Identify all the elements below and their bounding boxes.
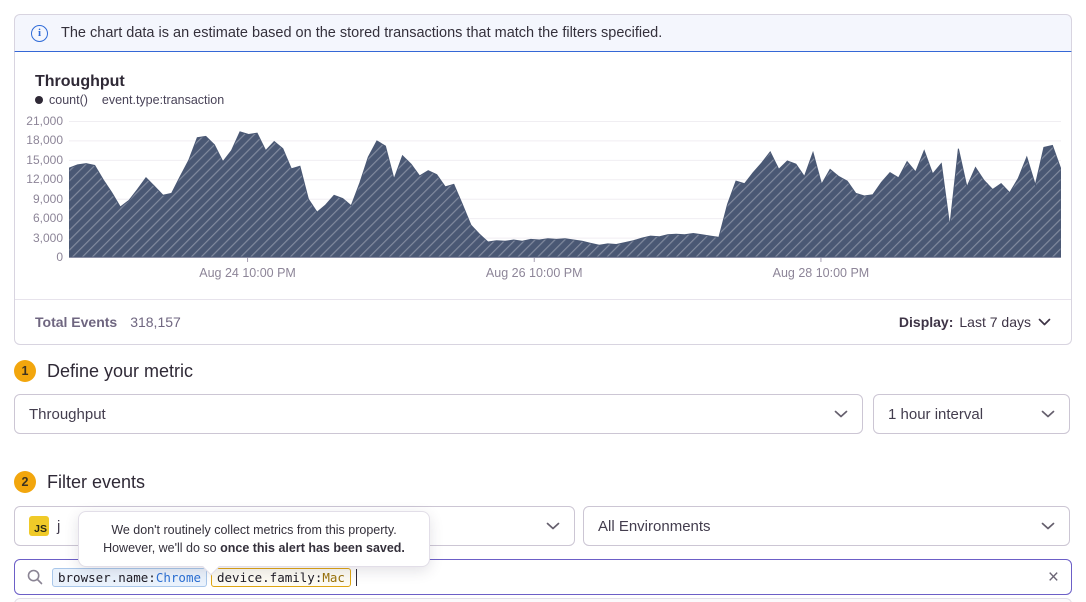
step-1-badge: 1 — [14, 360, 36, 382]
metric-select[interactable]: Throughput — [14, 394, 863, 434]
total-events-label: Total Events — [35, 314, 118, 330]
total-events-value: 318,157 — [130, 314, 181, 330]
filter-token-device-family[interactable]: device.family:Mac — [211, 567, 351, 587]
x-axis-tick-label: Aug 28 10:00 PM — [772, 266, 870, 280]
metric-select-value: Throughput — [29, 405, 106, 423]
chevron-down-icon — [1038, 318, 1051, 326]
token-key: device.family: — [217, 569, 323, 585]
token-key: browser.name: — [58, 569, 156, 585]
x-axis-tick-label: Aug 24 10:00 PM — [199, 266, 296, 280]
banner-text: The chart data is an estimate based on t… — [61, 25, 663, 41]
x-axis-labels: Aug 24 10:00 PM Aug 26 10:00 PM Aug 28 10:… — [69, 266, 1061, 282]
chart-svg — [68, 121, 1062, 262]
interval-select[interactable]: 1 hour interval — [873, 394, 1070, 434]
chart-title: Throughput — [35, 73, 125, 90]
interval-select-value: 1 hour interval — [888, 405, 984, 423]
filter-section-title: Filter events — [47, 471, 146, 492]
info-icon: i — [31, 24, 48, 42]
javascript-platform-icon: JS — [29, 516, 49, 536]
y-axis-tick-label: 9,000 — [32, 191, 63, 206]
chart-summary-row: Total Events 318,157 Display: Last 7 day… — [15, 299, 1071, 344]
y-axis-tick-label: 18,000 — [26, 133, 63, 148]
y-axis-tick-label: 3,000 — [32, 230, 63, 245]
tooltip-line1: We don't routinely collect metrics from … — [111, 523, 397, 537]
tooltip-line2: However, we'll do so — [103, 541, 221, 556]
text-cursor — [355, 568, 358, 586]
search-icon — [27, 569, 43, 585]
metric-section-heading: 1 Define your metric — [14, 360, 193, 382]
filter-section-heading: 2 Filter events — [14, 471, 145, 493]
filter-tokens: browser.name:Chrome device.family:Mac — [52, 567, 355, 587]
environment-select-value: All Environments — [598, 517, 711, 535]
tooltip-line2-bold: once this alert has been saved. — [220, 541, 405, 556]
y-axis-labels: 21,000 18,000 15,000 12,000 9,000 6,000 3,000 0 — [15, 113, 63, 264]
chevron-down-icon — [834, 410, 848, 418]
display-period-dropdown[interactable]: Display: Last 7 days — [899, 314, 1051, 330]
display-value: Last 7 days — [959, 314, 1031, 330]
metrics-property-tooltip: We don't routinely collect metrics from … — [78, 511, 430, 576]
token-value: Chrome — [155, 569, 201, 585]
legend-dot-icon — [35, 96, 43, 104]
step-2-badge: 2 — [14, 471, 36, 493]
display-label: Display: — [898, 314, 954, 330]
chevron-down-icon — [1041, 410, 1055, 418]
x-axis-tick-label: Aug 26 10:00 PM — [485, 266, 583, 280]
metric-section-title: Define your metric — [47, 360, 194, 381]
chart-legend: count() event.type:transaction — [35, 93, 224, 107]
chevron-down-icon — [1041, 522, 1055, 530]
y-axis-tick-label: 15,000 — [26, 152, 63, 167]
token-value: Mac — [322, 569, 345, 585]
y-axis-tick-label: 12,000 — [26, 172, 63, 187]
filter-token-browser-name[interactable]: browser.name:Chrome — [52, 567, 207, 587]
clear-search-icon[interactable]: × — [1047, 566, 1059, 588]
project-select-value: j — [57, 517, 61, 535]
estimate-info-banner: i The chart data is an estimate based on… — [14, 14, 1072, 52]
chevron-down-icon — [546, 522, 560, 530]
y-axis-tick-label: 21,000 — [26, 114, 63, 128]
environment-select[interactable]: All Environments — [583, 506, 1070, 546]
y-axis-tick-label: 0 — [56, 250, 63, 264]
legend-series-label: count() — [49, 93, 88, 107]
throughput-chart-panel: Throughput count() event.type:transactio… — [14, 52, 1072, 345]
throughput-area-chart[interactable] — [68, 121, 1062, 263]
legend-filter-label: event.type:transaction — [101, 93, 225, 107]
y-axis-tick-label: 6,000 — [32, 211, 63, 226]
next-panel-edge — [14, 598, 1072, 602]
